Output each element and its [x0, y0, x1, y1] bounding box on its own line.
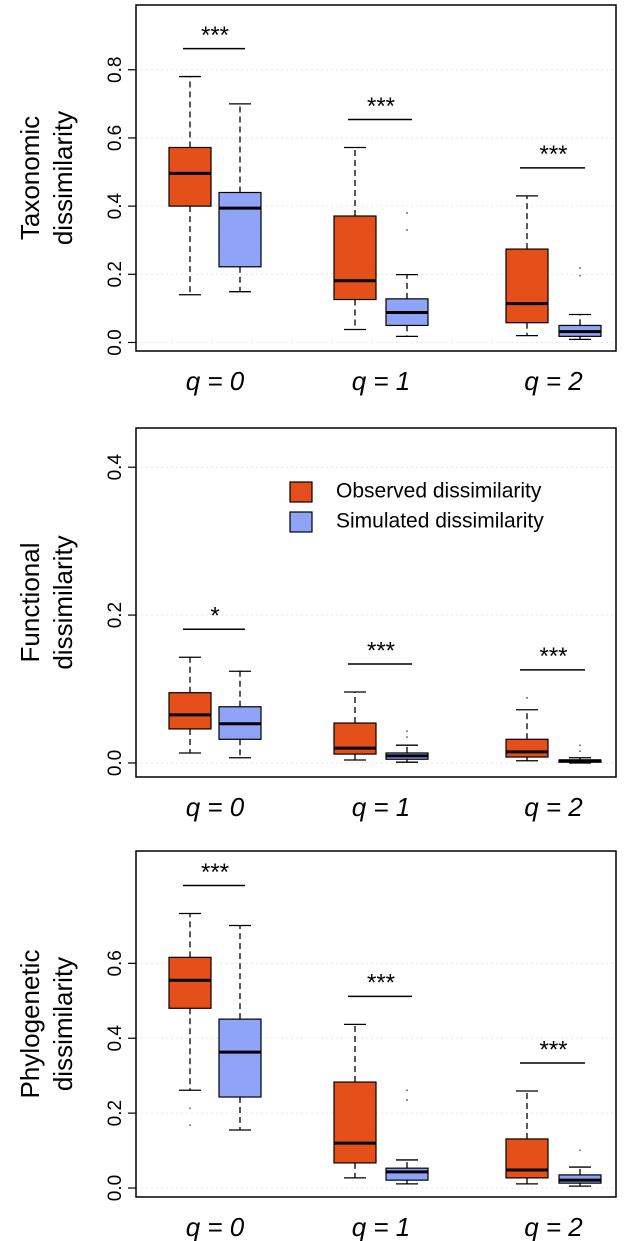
significance-label: *** — [367, 637, 395, 664]
legend-swatch — [289, 481, 313, 503]
y-tick-label: 0.0 — [105, 1175, 126, 1201]
box — [385, 1167, 429, 1181]
outlier — [189, 1124, 191, 1127]
box — [168, 956, 212, 1009]
y-tick-label: 0.0 — [105, 329, 126, 355]
legend-label: Observed dissimilarity — [336, 480, 542, 503]
outlier — [579, 274, 581, 277]
outlier — [579, 266, 581, 269]
y-tick-label: 0.4 — [105, 454, 126, 481]
y-tick-label: 0.6 — [105, 125, 126, 151]
outlier — [526, 696, 528, 699]
y-tick-label: 0.4 — [105, 192, 126, 219]
significance-label: *** — [367, 93, 395, 120]
x-tick-label: q = 2 — [524, 366, 583, 396]
box — [218, 1018, 262, 1098]
outlier — [406, 228, 408, 231]
legend-swatch — [289, 511, 313, 533]
x-tick-label: q = 1 — [352, 366, 411, 396]
y-axis-label: dissimilarity — [48, 535, 78, 669]
outlier — [406, 1099, 408, 1102]
plot-frame — [135, 427, 617, 778]
significance-label: * — [210, 603, 219, 630]
box — [168, 692, 212, 730]
x-tick-label: q = 0 — [186, 1212, 245, 1241]
x-tick-label: q = 1 — [352, 792, 411, 822]
outlier — [406, 1089, 408, 1092]
outlier — [406, 730, 408, 733]
y-tick-label: 0.4 — [105, 1025, 126, 1052]
box — [218, 191, 262, 268]
outlier — [579, 750, 581, 753]
y-tick-label: 0.0 — [105, 750, 126, 776]
box — [333, 1081, 377, 1164]
box — [505, 1138, 549, 1179]
y-axis-label: dissimilarity — [48, 111, 78, 245]
y-tick-label: 0.8 — [105, 57, 126, 83]
significance-label: *** — [539, 643, 567, 670]
x-tick-label: q = 1 — [352, 1212, 411, 1241]
legend-label: Simulated dissimilarity — [336, 510, 544, 533]
significance-label: *** — [539, 141, 567, 168]
outlier — [579, 744, 581, 747]
y-axis-label: Taxonomic — [15, 116, 45, 240]
significance-label: *** — [539, 1036, 567, 1063]
y-axis-label: Phylogenetic — [15, 950, 45, 1099]
y-tick-label: 0.2 — [105, 602, 126, 628]
y-tick-label: 0.6 — [105, 950, 126, 976]
x-tick-label: q = 0 — [186, 792, 245, 822]
significance-label: *** — [201, 859, 229, 886]
x-tick-label: q = 2 — [524, 792, 583, 822]
x-tick-label: q = 0 — [186, 366, 245, 396]
box — [505, 738, 549, 758]
box — [168, 146, 212, 207]
box — [333, 215, 377, 301]
plot-frame — [135, 850, 617, 1198]
y-tick-label: 0.2 — [105, 1100, 126, 1126]
y-axis-label: dissimilarity — [48, 957, 78, 1091]
outlier — [406, 736, 408, 739]
plot-frame — [135, 4, 617, 352]
y-axis-label: Functional — [15, 543, 45, 663]
outlier — [189, 1107, 191, 1110]
y-tick-label: 0.2 — [105, 261, 126, 287]
significance-label: *** — [367, 970, 395, 997]
outlier — [579, 1149, 581, 1152]
x-tick-label: q = 2 — [524, 1212, 583, 1241]
outlier — [406, 211, 408, 214]
significance-label: *** — [201, 22, 229, 49]
box — [505, 248, 549, 324]
